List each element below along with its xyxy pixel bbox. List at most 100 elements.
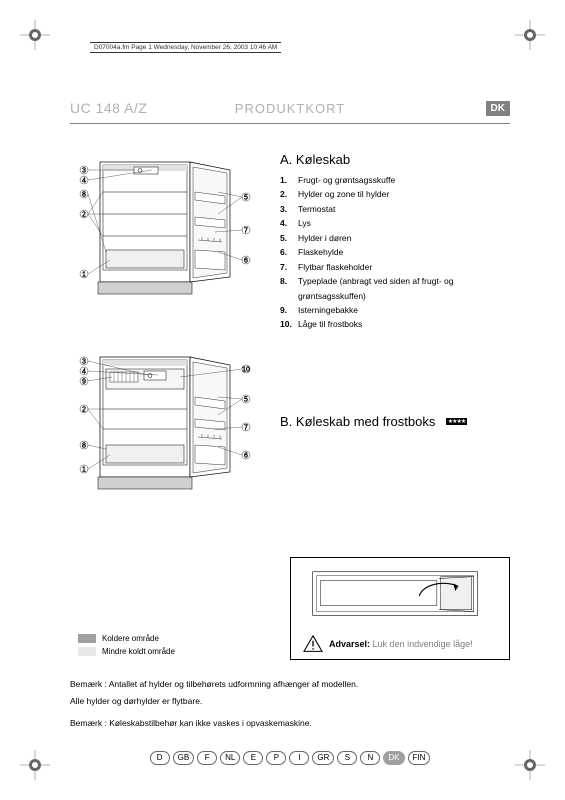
legend-less-cold-label: Mindre koldt område bbox=[102, 647, 175, 656]
note-2: Alle hylder og dørhylder er flytbare. bbox=[70, 695, 510, 709]
item-label: Flytbar flaskeholder bbox=[298, 260, 372, 274]
lower-row: Koldere område Mindre koldt område bbox=[70, 557, 510, 660]
warning-row: Advarsel: Luk den indvendige låge! bbox=[303, 635, 497, 653]
svg-text:5: 5 bbox=[244, 195, 248, 202]
language-pill-e[interactable]: E bbox=[243, 751, 263, 765]
parts-list-item: 5.Hylder i døren bbox=[280, 231, 510, 245]
svg-text:7: 7 bbox=[244, 424, 248, 431]
diagram-b: 3 4 9 2 8 1 10 bbox=[70, 347, 260, 497]
parts-list-a: A. Køleskab 1.Frugt- og grøntsagsskuffe2… bbox=[280, 152, 510, 332]
legend-less-cold: Mindre koldt område bbox=[78, 647, 175, 656]
parts-list-item: 7.Flytbar flaskeholder bbox=[280, 260, 510, 274]
section-b-title: B. Køleskab med frostboks bbox=[280, 414, 435, 429]
svg-text:8: 8 bbox=[82, 442, 86, 449]
page-title: PRODUKTKORT bbox=[235, 101, 345, 116]
header: UC 148 A/Z PRODUKTKORT DK bbox=[70, 100, 510, 119]
legend-cold-label: Koldere område bbox=[102, 634, 159, 643]
section-b-title-wrap: B. Køleskab med frostboks ★★★★ bbox=[280, 413, 467, 431]
language-pill-i[interactable]: I bbox=[289, 751, 309, 765]
warning-text: Advarsel: Luk den indvendige låge! bbox=[329, 639, 473, 649]
crop-mark-bl bbox=[20, 750, 50, 780]
legend-swatch-cold bbox=[78, 634, 96, 643]
country-badge: DK bbox=[486, 101, 510, 116]
item-number: 7. bbox=[280, 260, 298, 274]
svg-text:4: 4 bbox=[82, 178, 86, 185]
legend-swatch-less-cold bbox=[78, 647, 96, 656]
svg-text:6: 6 bbox=[244, 258, 248, 265]
note-3: Bemærk : Køleskabstilbehør kan ikke vask… bbox=[70, 717, 510, 731]
item-label: Frugt- og grøntsagsskuffe bbox=[298, 173, 395, 187]
warning-box: Advarsel: Luk den indvendige låge! bbox=[290, 557, 510, 660]
item-number: 6. bbox=[280, 245, 298, 259]
svg-text:1: 1 bbox=[82, 466, 86, 473]
svg-text:9: 9 bbox=[82, 378, 86, 385]
item-number: 1. bbox=[280, 173, 298, 187]
temperature-legend: Koldere område Mindre koldt område bbox=[78, 634, 175, 660]
language-pill-f[interactable]: F bbox=[197, 751, 217, 765]
parts-list-item: 6.Flaskehylde bbox=[280, 245, 510, 259]
item-number: 2. bbox=[280, 187, 298, 201]
page-content: UC 148 A/Z PRODUKTKORT DK bbox=[70, 100, 510, 730]
language-pill-d[interactable]: D bbox=[150, 751, 170, 765]
item-label: Termostat bbox=[298, 202, 335, 216]
svg-text:2: 2 bbox=[82, 212, 86, 219]
legend-cold: Koldere område bbox=[78, 634, 175, 643]
svg-text:5: 5 bbox=[244, 396, 248, 403]
language-pill-n[interactable]: N bbox=[360, 751, 380, 765]
file-timestamp: D07004a.fm Page 1 Wednesday, November 26… bbox=[90, 42, 281, 53]
svg-text:2: 2 bbox=[82, 406, 86, 413]
svg-text:3: 3 bbox=[82, 358, 86, 365]
item-number: 8. bbox=[280, 274, 298, 303]
section-b: 3 4 9 2 8 1 10 bbox=[70, 347, 510, 497]
language-pill-fin[interactable]: FIN bbox=[408, 751, 431, 765]
item-number: 4. bbox=[280, 216, 298, 230]
item-label: Typeplade (anbragt ved siden af frugt- o… bbox=[298, 274, 510, 303]
svg-text:6: 6 bbox=[244, 452, 248, 459]
svg-text:10: 10 bbox=[242, 366, 250, 373]
warning-diagram bbox=[303, 566, 497, 626]
language-selector: DGBFNLEPIGRSNDK FIN bbox=[70, 751, 510, 765]
item-label: Låge til frostboks bbox=[298, 317, 362, 331]
crop-mark-tl bbox=[20, 20, 50, 50]
language-pill-gr[interactable]: GR bbox=[312, 751, 334, 765]
notes: Bemærk : Antallet af hylder og tilbehøre… bbox=[70, 678, 510, 731]
note-1: Bemærk : Antallet af hylder og tilbehøre… bbox=[70, 678, 510, 692]
language-pill-p[interactable]: P bbox=[266, 751, 286, 765]
svg-text:3: 3 bbox=[82, 168, 86, 175]
crop-mark-br bbox=[515, 750, 545, 780]
svg-text:1: 1 bbox=[82, 272, 86, 279]
item-label: Hylder og zone til hylder bbox=[298, 187, 389, 201]
freezer-stars-icon: ★★★★ bbox=[446, 418, 468, 425]
svg-text:4: 4 bbox=[82, 368, 86, 375]
language-pill-nl[interactable]: NL bbox=[220, 751, 240, 765]
parts-list-item: 10.Låge til frostboks bbox=[280, 317, 510, 331]
section-a-title: A. Køleskab bbox=[280, 152, 510, 167]
item-label: Flaskehylde bbox=[298, 245, 343, 259]
section-a: 3 4 8 2 1 5 bbox=[70, 152, 510, 332]
model-number: UC 148 A/Z bbox=[70, 100, 147, 116]
item-label: Isterningebakke bbox=[298, 303, 358, 317]
warning-icon bbox=[303, 635, 323, 653]
item-number: 10. bbox=[280, 317, 298, 331]
item-label: Lys bbox=[298, 216, 311, 230]
language-pill-gb[interactable]: GB bbox=[173, 751, 195, 765]
item-number: 9. bbox=[280, 303, 298, 317]
parts-list-item: 8.Typeplade (anbragt ved siden af frugt-… bbox=[280, 274, 510, 303]
parts-list-item: 3.Termostat bbox=[280, 202, 510, 216]
item-number: 3. bbox=[280, 202, 298, 216]
item-label: Hylder i døren bbox=[298, 231, 351, 245]
warning-label: Advarsel: bbox=[329, 639, 370, 649]
header-rule bbox=[70, 123, 510, 124]
parts-list-item: 4.Lys bbox=[280, 216, 510, 230]
diagram-a: 3 4 8 2 1 5 bbox=[70, 152, 260, 302]
warning-message: Luk den indvendige låge! bbox=[373, 639, 473, 649]
parts-list-item: 9.Isterningebakke bbox=[280, 303, 510, 317]
parts-list-item: 1.Frugt- og grøntsagsskuffe bbox=[280, 173, 510, 187]
svg-text:7: 7 bbox=[244, 228, 248, 235]
parts-list-item: 2.Hylder og zone til hylder bbox=[280, 187, 510, 201]
crop-mark-tr bbox=[515, 20, 545, 50]
language-pill-dk[interactable]: DK bbox=[383, 751, 404, 765]
language-pill-s[interactable]: S bbox=[337, 751, 357, 765]
svg-text:8: 8 bbox=[82, 192, 86, 199]
item-number: 5. bbox=[280, 231, 298, 245]
